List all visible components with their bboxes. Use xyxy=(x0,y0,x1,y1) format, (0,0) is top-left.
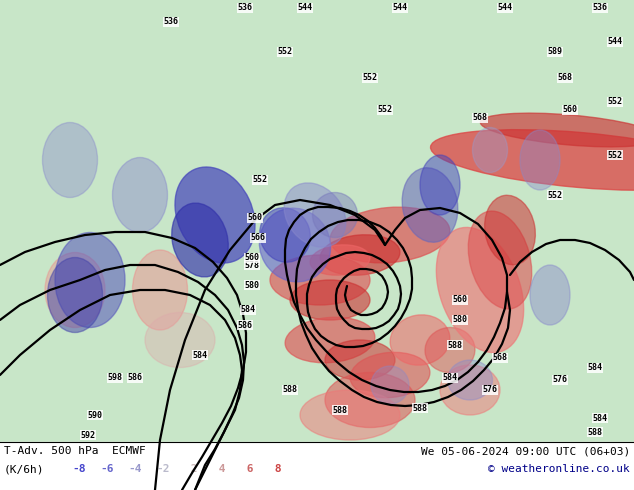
Text: 568: 568 xyxy=(493,353,507,363)
Ellipse shape xyxy=(175,167,255,263)
Ellipse shape xyxy=(172,203,228,277)
Text: 544: 544 xyxy=(392,3,408,13)
Text: 552: 552 xyxy=(377,105,392,115)
Text: 544: 544 xyxy=(498,3,512,13)
Text: 584: 584 xyxy=(588,364,602,372)
Text: 2: 2 xyxy=(184,464,198,474)
Text: 536: 536 xyxy=(238,3,252,13)
Ellipse shape xyxy=(330,207,450,263)
Text: 590: 590 xyxy=(87,411,103,419)
Ellipse shape xyxy=(469,211,532,309)
Text: 586: 586 xyxy=(238,320,252,329)
Text: 552: 552 xyxy=(278,48,292,56)
Text: 598: 598 xyxy=(108,373,122,383)
Ellipse shape xyxy=(320,235,400,275)
Text: 552: 552 xyxy=(252,175,268,185)
Text: 576: 576 xyxy=(552,375,567,385)
Text: 566: 566 xyxy=(250,234,266,243)
Ellipse shape xyxy=(55,232,125,327)
Ellipse shape xyxy=(112,157,167,232)
Text: 592: 592 xyxy=(81,431,96,440)
Text: 6: 6 xyxy=(240,464,254,474)
Ellipse shape xyxy=(425,327,475,372)
Text: 584: 584 xyxy=(443,373,458,383)
Text: 552: 552 xyxy=(548,191,562,199)
Text: 588: 588 xyxy=(332,406,347,415)
Ellipse shape xyxy=(530,265,570,325)
Text: 589: 589 xyxy=(548,48,562,56)
Ellipse shape xyxy=(325,372,415,427)
Ellipse shape xyxy=(325,340,395,380)
Ellipse shape xyxy=(145,313,215,368)
Ellipse shape xyxy=(371,366,409,404)
Text: 580: 580 xyxy=(453,316,467,324)
Bar xyxy=(0,442,634,490)
Text: 588: 588 xyxy=(413,403,427,413)
Text: We 05-06-2024 09:00 UTC (06+03): We 05-06-2024 09:00 UTC (06+03) xyxy=(421,446,630,456)
Text: 588: 588 xyxy=(588,427,602,437)
Text: 544: 544 xyxy=(297,3,313,13)
Ellipse shape xyxy=(284,183,346,247)
Text: 580: 580 xyxy=(245,280,259,290)
Text: 4: 4 xyxy=(212,464,226,474)
Ellipse shape xyxy=(430,130,634,190)
Text: -4: -4 xyxy=(128,464,141,474)
Ellipse shape xyxy=(270,255,370,305)
Text: (K/6h): (K/6h) xyxy=(4,464,44,474)
Text: 560: 560 xyxy=(562,105,578,115)
Text: 586: 586 xyxy=(127,373,143,383)
Ellipse shape xyxy=(484,195,535,265)
Ellipse shape xyxy=(390,315,450,365)
Text: 576: 576 xyxy=(482,386,498,394)
Text: 584: 584 xyxy=(240,305,256,315)
Ellipse shape xyxy=(520,130,560,190)
Ellipse shape xyxy=(313,193,358,238)
Text: 584: 584 xyxy=(193,350,207,360)
Text: -8: -8 xyxy=(72,464,86,474)
Text: 568: 568 xyxy=(472,114,488,122)
Text: 588: 588 xyxy=(448,341,462,349)
Text: -2: -2 xyxy=(156,464,169,474)
Text: 568: 568 xyxy=(557,74,573,82)
Text: 552: 552 xyxy=(607,150,623,160)
Text: 536: 536 xyxy=(593,3,607,13)
Ellipse shape xyxy=(290,280,370,320)
Text: 8: 8 xyxy=(268,464,281,474)
Ellipse shape xyxy=(259,208,331,282)
Text: 536: 536 xyxy=(164,18,179,26)
Text: 588: 588 xyxy=(283,386,297,394)
Text: 552: 552 xyxy=(607,98,623,106)
Ellipse shape xyxy=(42,122,98,197)
Text: T-Adv. 500 hPa  ECMWF: T-Adv. 500 hPa ECMWF xyxy=(4,446,146,456)
Ellipse shape xyxy=(448,360,493,400)
Text: © weatheronline.co.uk: © weatheronline.co.uk xyxy=(488,464,630,474)
Ellipse shape xyxy=(300,390,400,440)
Ellipse shape xyxy=(436,227,524,353)
Text: -6: -6 xyxy=(100,464,113,474)
Text: 552: 552 xyxy=(363,74,377,82)
Text: 578: 578 xyxy=(245,261,259,270)
Text: 560: 560 xyxy=(247,214,262,222)
Ellipse shape xyxy=(440,365,500,415)
Ellipse shape xyxy=(402,168,458,242)
Ellipse shape xyxy=(420,155,460,215)
Text: 560: 560 xyxy=(245,253,259,263)
Ellipse shape xyxy=(45,252,105,327)
Ellipse shape xyxy=(481,113,634,147)
Ellipse shape xyxy=(133,250,188,330)
Text: 584: 584 xyxy=(593,414,607,422)
Ellipse shape xyxy=(310,245,370,275)
Ellipse shape xyxy=(285,317,375,363)
Ellipse shape xyxy=(260,208,310,262)
Text: 560: 560 xyxy=(453,295,467,304)
Text: 544: 544 xyxy=(607,38,623,47)
Ellipse shape xyxy=(472,127,507,172)
Ellipse shape xyxy=(48,258,103,333)
Ellipse shape xyxy=(350,352,430,398)
